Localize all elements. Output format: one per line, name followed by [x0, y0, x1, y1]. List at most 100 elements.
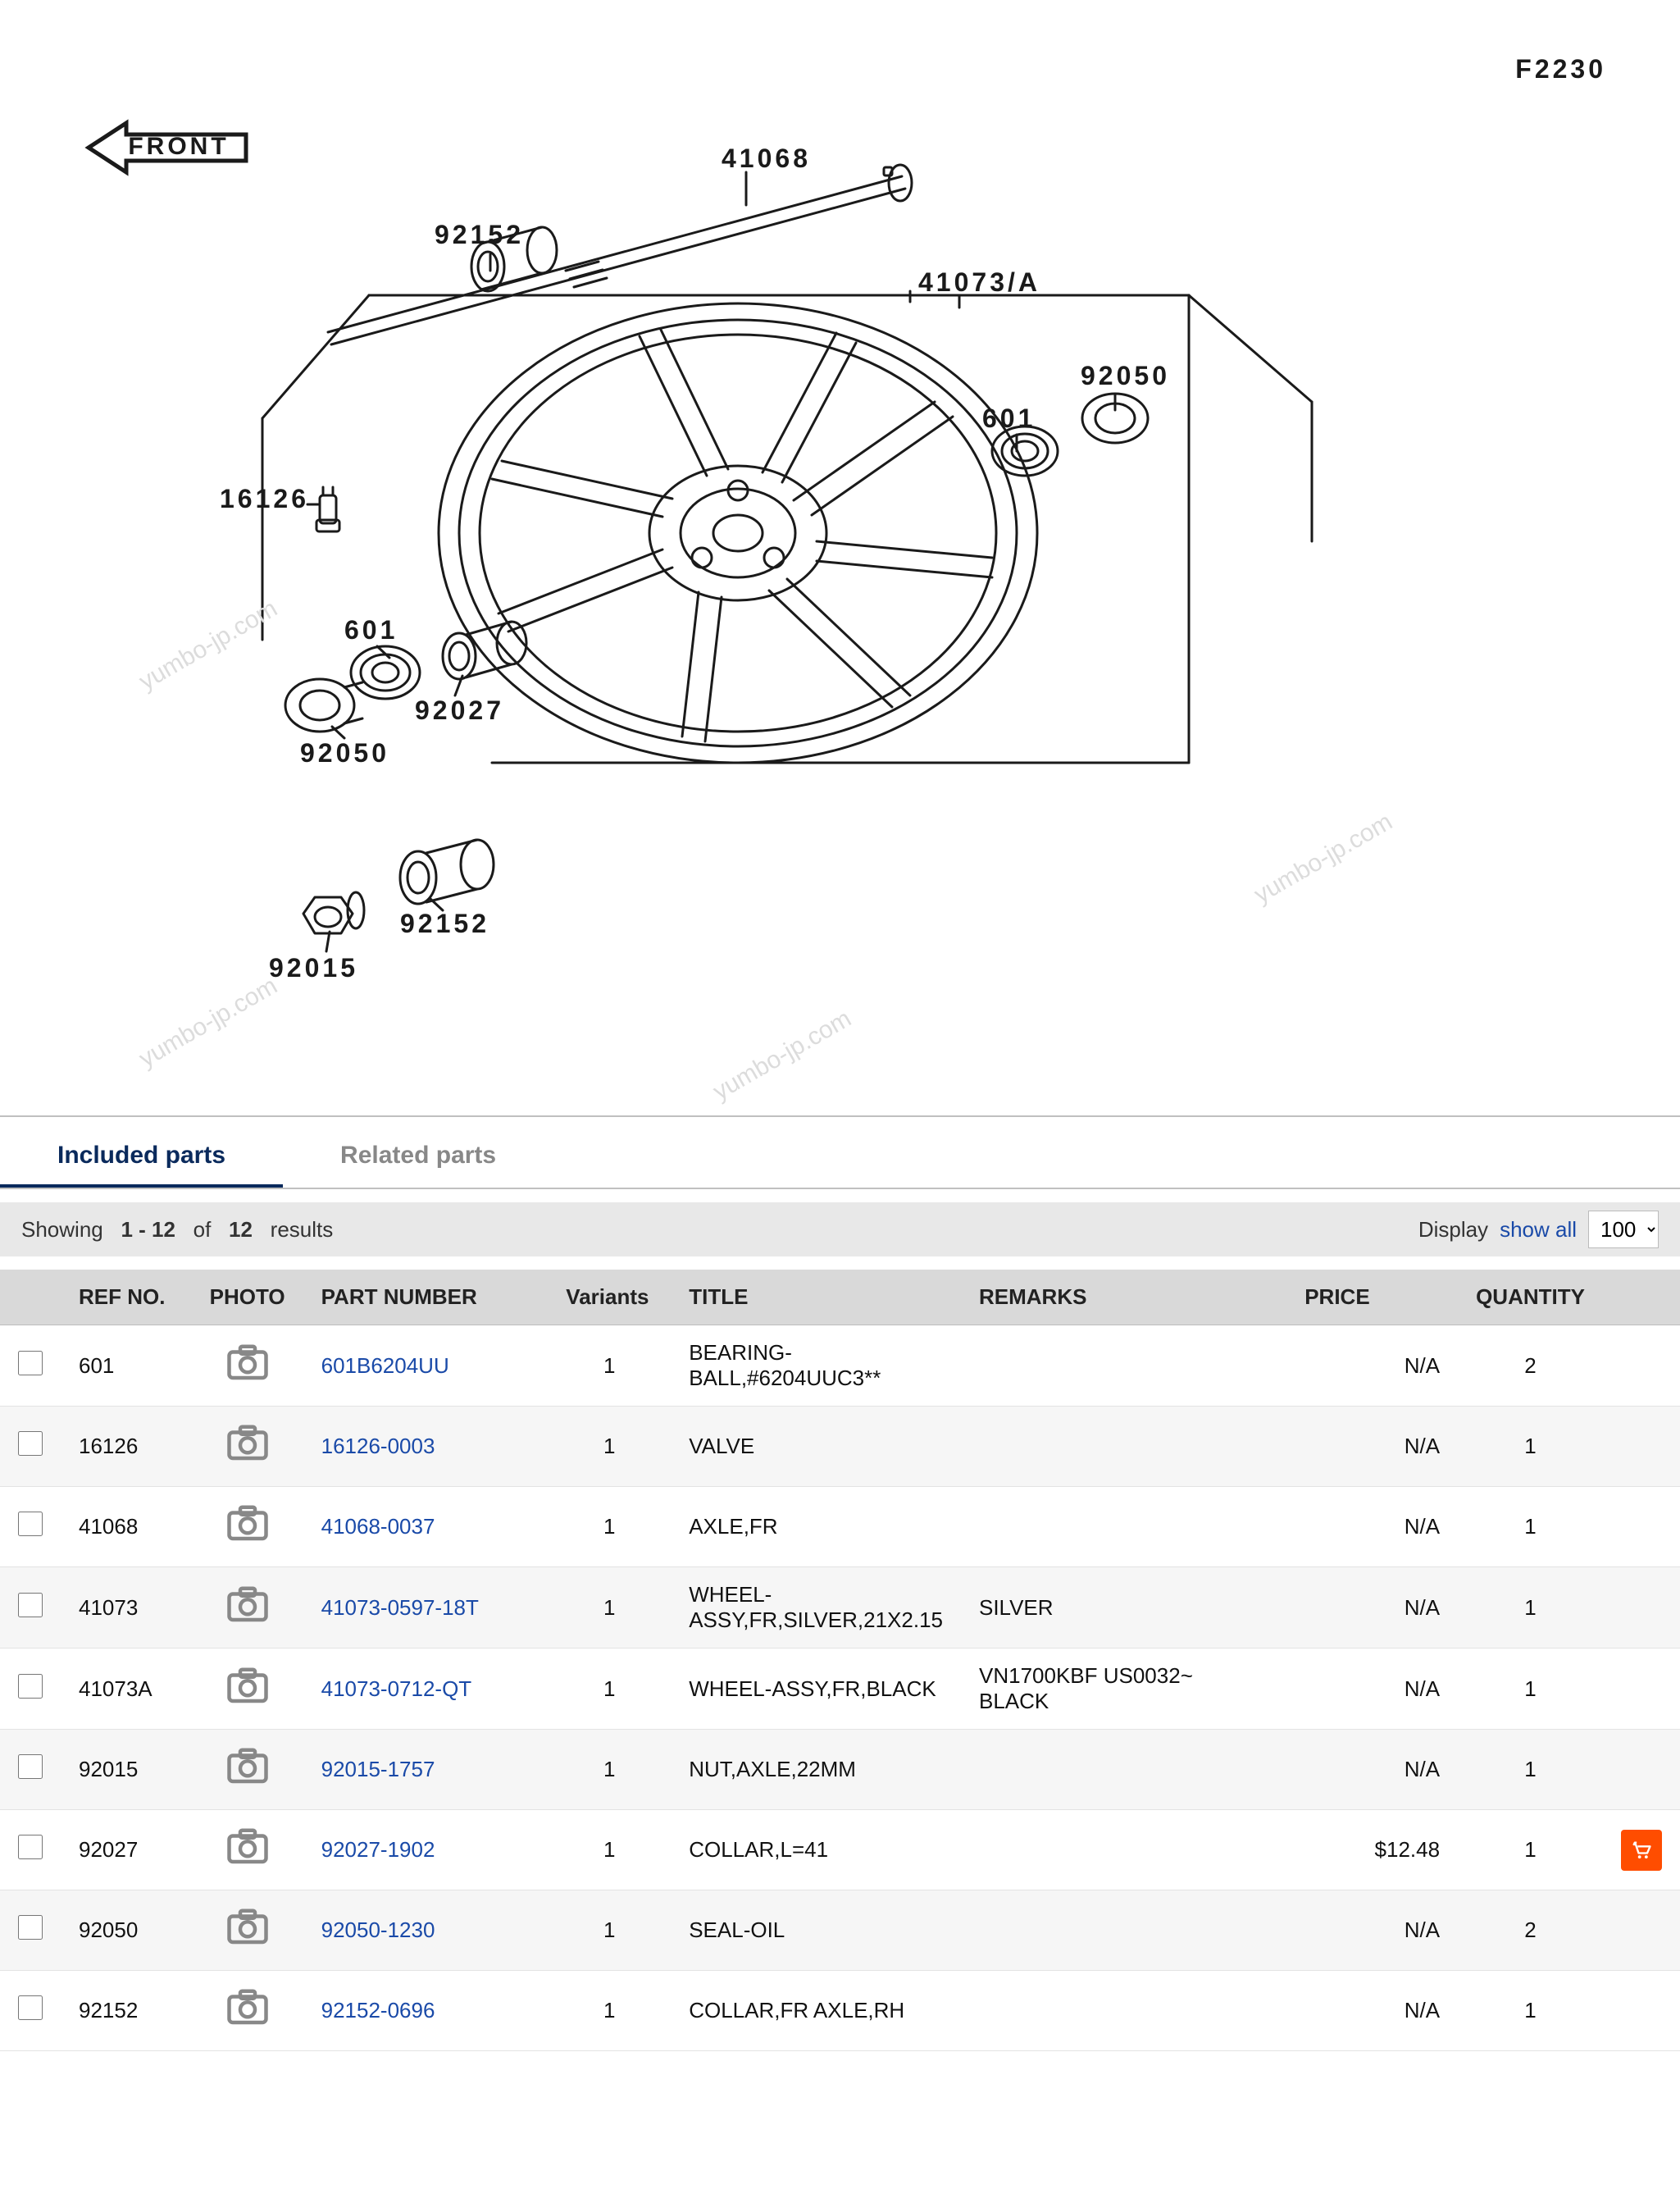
row-checkbox[interactable] [18, 1915, 43, 1940]
cell-ref: 92050 [61, 1890, 192, 1971]
table-row: 601 601B6204UU 1 BEARING-BALL,#6204UUC3*… [0, 1325, 1680, 1407]
tabs-bar: Included parts Related parts [0, 1127, 1680, 1188]
cell-title: SEAL-OIL [671, 1890, 961, 1971]
row-checkbox[interactable] [18, 1593, 43, 1617]
col-price: PRICE [1286, 1270, 1458, 1325]
cell-title: COLLAR,FR AXLE,RH [671, 1971, 961, 2051]
cell-price: $12.48 [1286, 1810, 1458, 1890]
row-checkbox[interactable] [18, 1351, 43, 1375]
col-title: TITLE [671, 1270, 961, 1325]
cell-remarks: VN1700KBF US0032~ BLACK [961, 1648, 1286, 1730]
diagram-label: 92050 [1081, 361, 1170, 391]
results-range: 1 - 12 [121, 1217, 175, 1242]
diagram-area: F2230 FRONT [33, 25, 1647, 1091]
cell-ref: 92152 [61, 1971, 192, 2051]
table-row: 16126 16126-0003 1 VALVE N/A 1 [0, 1407, 1680, 1487]
cell-price: N/A [1286, 1487, 1458, 1567]
cell-title: WHEEL-ASSY,FR,BLACK [671, 1648, 961, 1730]
cell-ref: 16126 [61, 1407, 192, 1487]
cell-title: NUT,AXLE,22MM [671, 1730, 961, 1810]
row-checkbox[interactable] [18, 1835, 43, 1859]
camera-icon [225, 1583, 270, 1627]
row-checkbox[interactable] [18, 1995, 43, 2020]
part-number-link[interactable]: 92015-1757 [321, 1757, 435, 1781]
cell-qty: 1 [1458, 1730, 1603, 1810]
cell-variants: 1 [548, 1407, 671, 1487]
cell-qty: 1 [1458, 1648, 1603, 1730]
cell-price: N/A [1286, 1325, 1458, 1407]
cell-qty: 2 [1458, 1325, 1603, 1407]
table-header-row: REF NO. PHOTO PART NUMBER Variants TITLE… [0, 1270, 1680, 1325]
cell-ref: 601 [61, 1325, 192, 1407]
results-controls: Display show all 100 50 25 [1418, 1211, 1659, 1248]
results-of: of [193, 1217, 212, 1242]
col-action [1603, 1270, 1680, 1325]
photo-thumbnail[interactable] [225, 1664, 270, 1708]
diagram-label: 92152 [400, 909, 489, 939]
add-to-cart-button[interactable] [1621, 1830, 1662, 1871]
cell-title: BEARING-BALL,#6204UUC3** [671, 1325, 961, 1407]
part-number-link[interactable]: 16126-0003 [321, 1434, 435, 1458]
photo-thumbnail[interactable] [225, 1744, 270, 1789]
camera-icon [225, 1744, 270, 1789]
results-bar: Showing 1 - 12 of 12 results Display sho… [0, 1202, 1680, 1256]
row-checkbox[interactable] [18, 1754, 43, 1779]
row-checkbox[interactable] [18, 1674, 43, 1699]
cell-variants: 1 [548, 1810, 671, 1890]
cell-price: N/A [1286, 1407, 1458, 1487]
cell-ref: 92015 [61, 1730, 192, 1810]
part-number-link[interactable]: 601B6204UU [321, 1353, 449, 1378]
photo-thumbnail[interactable] [225, 1905, 270, 1949]
cell-remarks [961, 1890, 1286, 1971]
cell-remarks [961, 1407, 1286, 1487]
diagram-label: 41068 [722, 144, 811, 174]
photo-thumbnail[interactable] [225, 1502, 270, 1546]
cell-variants: 1 [548, 1487, 671, 1567]
cell-price: N/A [1286, 1890, 1458, 1971]
divider [0, 1115, 1680, 1117]
cell-variants: 1 [548, 1890, 671, 1971]
photo-thumbnail[interactable] [225, 1825, 270, 1869]
row-checkbox[interactable] [18, 1512, 43, 1536]
cell-remarks [961, 1730, 1286, 1810]
cell-ref: 92027 [61, 1810, 192, 1890]
cell-remarks [961, 1971, 1286, 2051]
results-showing: Showing [21, 1217, 103, 1242]
results-summary: Showing 1 - 12 of 12 results [21, 1217, 333, 1243]
diagram-label: 92027 [415, 695, 504, 726]
show-all-link[interactable]: show all [1500, 1217, 1577, 1243]
page-size-select[interactable]: 100 50 25 [1588, 1211, 1659, 1248]
diagram-label: 92015 [269, 953, 358, 983]
table-row: 92152 92152-0696 1 COLLAR,FR AXLE,RH N/A… [0, 1971, 1680, 2051]
camera-icon [225, 1905, 270, 1949]
photo-thumbnail[interactable] [225, 1341, 270, 1385]
cell-variants: 1 [548, 1730, 671, 1810]
cell-qty: 1 [1458, 1407, 1603, 1487]
photo-thumbnail[interactable] [225, 1583, 270, 1627]
part-number-link[interactable]: 41073-0597-18T [321, 1595, 479, 1620]
cell-title: VALVE [671, 1407, 961, 1487]
cell-remarks [961, 1810, 1286, 1890]
display-label: Display [1418, 1217, 1488, 1243]
tab-related-parts[interactable]: Related parts [283, 1127, 553, 1188]
part-number-link[interactable]: 41073-0712-QT [321, 1676, 472, 1701]
photo-thumbnail[interactable] [225, 1986, 270, 2030]
part-number-link[interactable]: 41068-0037 [321, 1514, 435, 1539]
camera-icon [225, 1664, 270, 1708]
photo-thumbnail[interactable] [225, 1421, 270, 1466]
table-row: 41068 41068-0037 1 AXLE,FR N/A 1 [0, 1487, 1680, 1567]
col-ref: REF NO. [61, 1270, 192, 1325]
table-row: 92027 92027-1902 1 COLLAR,L=41 $12.48 1 [0, 1810, 1680, 1890]
cell-variants: 1 [548, 1567, 671, 1648]
diagram-label: 16126 [220, 484, 309, 514]
table-row: 41073 41073-0597-18T 1 WHEEL-ASSY,FR,SIL… [0, 1567, 1680, 1648]
diagram-label: 601 [344, 615, 398, 645]
cell-price: N/A [1286, 1648, 1458, 1730]
cell-qty: 1 [1458, 1971, 1603, 2051]
part-number-link[interactable]: 92027-1902 [321, 1837, 435, 1862]
row-checkbox[interactable] [18, 1431, 43, 1456]
part-number-link[interactable]: 92152-0696 [321, 1998, 435, 2022]
part-number-link[interactable]: 92050-1230 [321, 1918, 435, 1942]
table-row: 92015 92015-1757 1 NUT,AXLE,22MM N/A 1 [0, 1730, 1680, 1810]
tab-included-parts[interactable]: Included parts [0, 1127, 283, 1188]
